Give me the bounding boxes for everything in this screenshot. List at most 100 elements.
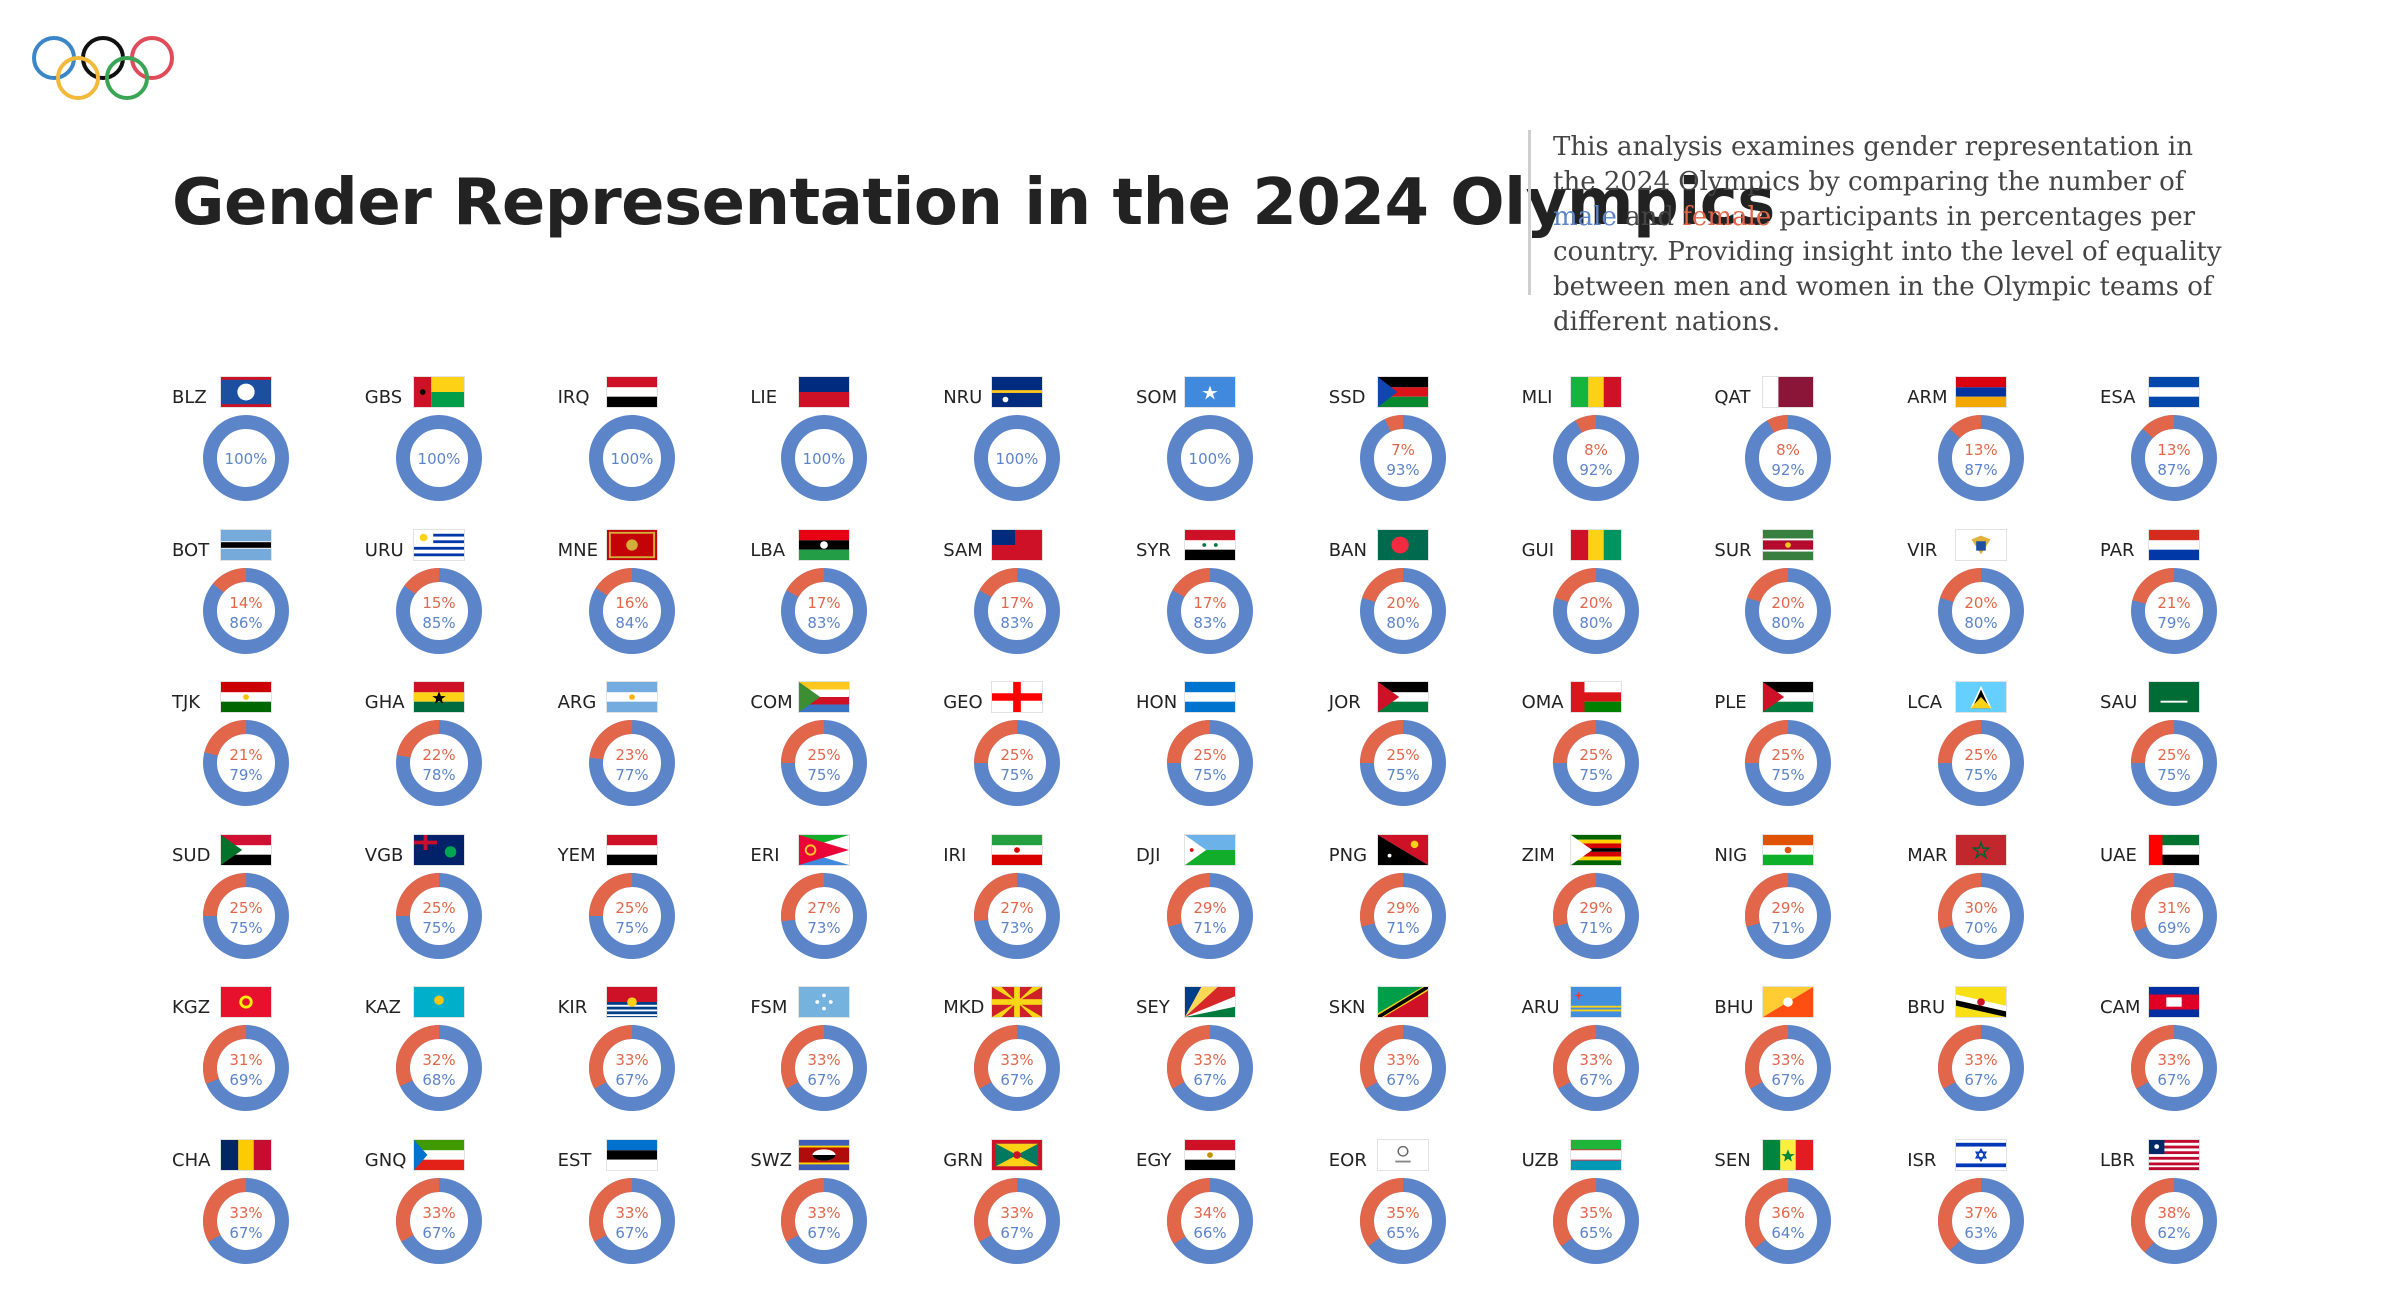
female-percent-label: 20%: [1965, 594, 1998, 612]
country-code: FSM: [750, 997, 788, 1018]
country-cell: MAR 30% 70%: [1907, 833, 2077, 984]
country-cell: VIR 20% 80%: [1907, 528, 2077, 679]
intro-text-before: This analysis examines gender representa…: [1553, 132, 2193, 197]
country-cell: MLI 8% 92%: [1522, 376, 1692, 526]
female-percent-label: 31%: [2157, 899, 2190, 917]
female-share-arc: [588, 872, 675, 959]
country-cell: SEN 36% 64%: [1714, 1138, 1884, 1289]
country-flag-icon: [2148, 1138, 2200, 1171]
country-flag-icon: [2148, 376, 2200, 408]
female-percent-label: 25%: [1001, 746, 1034, 764]
male-percent-label: 100%: [1189, 450, 1232, 468]
gender-donut: 25%75%: [1359, 720, 1446, 806]
female-share-arc: [1745, 720, 1832, 806]
country-flag-icon: [1762, 528, 1815, 561]
male-percent-label: 68%: [422, 1071, 455, 1089]
country-cell: FSM 33% 67%: [750, 986, 920, 1136]
female-percent-label: 29%: [1579, 899, 1612, 917]
female-share-arc: [1745, 567, 1832, 654]
country-code: ISR: [1907, 1149, 1937, 1171]
country-cell: BAN 20% 80%: [1329, 528, 1499, 679]
male-percent-label: 75%: [1193, 766, 1226, 784]
female-percent-label: 25%: [808, 746, 841, 764]
country-flag-icon: [1376, 986, 1429, 1018]
country-code: LIE: [750, 387, 778, 408]
male-percent-label: 93%: [1386, 461, 1419, 479]
country-cell: KIR 33% 67%: [558, 986, 728, 1136]
female-percent-label: 22%: [422, 746, 455, 764]
female-share-arc: [1552, 720, 1639, 806]
country-flag-icon: [2148, 681, 2200, 713]
country-flag-icon: [412, 376, 465, 408]
country-flag-icon: [1762, 681, 1815, 713]
country-flag-icon: [1762, 376, 1815, 408]
gender-donut: 17%83%: [781, 567, 868, 654]
male-percent-label: 75%: [1386, 766, 1419, 784]
male-percent-label: 71%: [1772, 919, 1805, 937]
country-cell: TJK 21% 79%: [172, 681, 342, 831]
gender-donut: 100%: [395, 415, 482, 501]
intro-text-after: participants in percentages per country.…: [1553, 202, 2222, 337]
country-code: SUR: [1714, 539, 1752, 561]
female-percent-label: 33%: [2157, 1051, 2190, 1069]
male-percent-label: 87%: [1965, 461, 1998, 479]
gender-donut: 23%77%: [588, 720, 675, 806]
country-cell: SSD 7% 93%: [1329, 376, 1499, 526]
male-percent-label: 67%: [229, 1224, 262, 1242]
gender-donut: 35%65%: [1359, 1177, 1446, 1264]
male-percent-label: 92%: [1772, 461, 1805, 479]
country-flag-icon: [1569, 833, 1622, 866]
gender-donut: 7%93%: [1359, 415, 1446, 502]
male-percent-label: 83%: [1001, 614, 1034, 632]
male-percent-label: 66%: [1193, 1224, 1226, 1242]
male-share-arc: [781, 415, 868, 501]
country-code: GHA: [364, 692, 405, 713]
country-cell: SEY 33% 67%: [1136, 986, 1306, 1136]
country-flag-icon: [2148, 528, 2200, 561]
country-code: VIR: [1907, 539, 1938, 561]
country-flag-icon: [1955, 376, 2008, 408]
female-percent-label: 33%: [1001, 1204, 1034, 1222]
gender-donut: 33%67%: [588, 1177, 675, 1264]
country-flag-icon: [605, 376, 658, 408]
gender-donut: 29%71%: [1359, 872, 1446, 959]
male-percent-label: 65%: [1386, 1224, 1419, 1242]
female-percent-label: 33%: [1772, 1051, 1805, 1069]
male-percent-label: 80%: [1579, 614, 1612, 632]
country-cell: GNQ 33% 67%: [365, 1138, 535, 1289]
gender-donut: 21%79%: [2131, 567, 2217, 654]
female-percent-label: 20%: [1386, 594, 1419, 612]
country-code: ZIM: [1521, 844, 1555, 866]
country-flag-icon: [2148, 986, 2200, 1018]
country-cell: PLE 25% 75%: [1714, 681, 1884, 831]
country-code: HON: [1136, 692, 1178, 713]
male-percent-label: 67%: [808, 1224, 841, 1242]
female-percent-label: 36%: [1772, 1204, 1805, 1222]
country-cell: KGZ 31% 69%: [172, 986, 342, 1136]
female-percent-label: 35%: [1386, 1204, 1419, 1222]
female-percent-label: 13%: [1965, 441, 1998, 459]
country-flag-icon: [1955, 528, 2008, 561]
gender-donut: 15%85%: [395, 567, 482, 654]
country-flag-icon: [1184, 1138, 1236, 1171]
male-share-arc: [588, 415, 675, 501]
female-share-arc: [1359, 415, 1446, 502]
country-cell: EOR 35% 65%: [1329, 1138, 1499, 1289]
gender-donut: 14%86%: [203, 567, 289, 654]
female-percent-label: 8%: [1584, 441, 1608, 459]
female-percent-label: 35%: [1579, 1204, 1612, 1222]
country-code: GEO: [943, 692, 983, 713]
gender-donut: 13%87%: [2131, 415, 2217, 502]
female-percent-label: 33%: [1193, 1051, 1226, 1069]
female-share-arc: [1167, 872, 1253, 959]
male-percent-label: 83%: [1193, 614, 1226, 632]
country-code: PNG: [1328, 844, 1368, 866]
gender-donut: 22%78%: [395, 720, 482, 806]
country-cell: SYR 17% 83%: [1136, 528, 1306, 679]
female-share-arc: [2131, 1025, 2217, 1111]
female-share-arc: [781, 720, 868, 806]
country-code: SAU: [2100, 692, 2138, 713]
female-percent-label: 29%: [1386, 899, 1419, 917]
gender-donut: 30%70%: [1938, 872, 2025, 959]
